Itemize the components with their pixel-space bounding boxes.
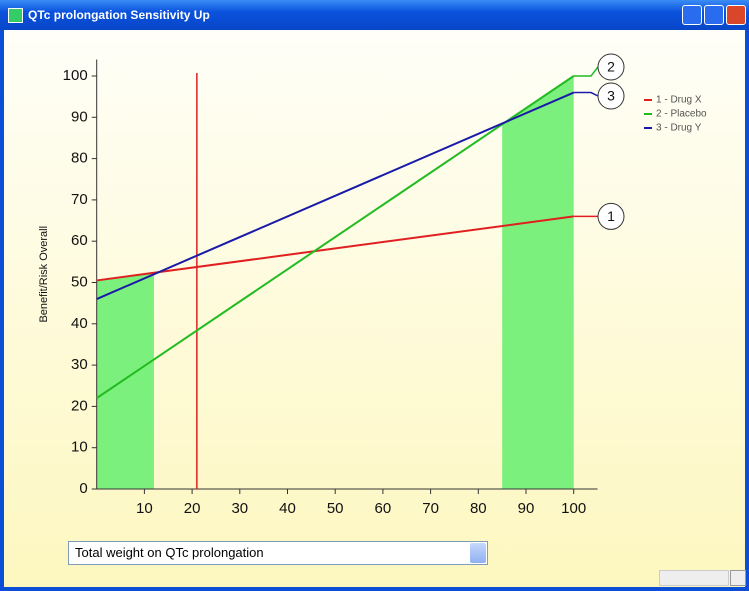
x-tick-label: 20 bbox=[184, 500, 201, 517]
dropdown-text: Total weight on QTc prolongation bbox=[75, 545, 264, 560]
y-tick-label: 70 bbox=[71, 191, 88, 208]
x-tick-label: 90 bbox=[518, 500, 535, 517]
x-tick-label: 100 bbox=[561, 500, 586, 517]
highlight-region bbox=[96, 272, 154, 489]
x-tick-label: 50 bbox=[327, 500, 344, 517]
y-tick-label: 10 bbox=[71, 439, 88, 456]
y-tick-label: 0 bbox=[79, 480, 87, 497]
y-tick-label: 20 bbox=[71, 397, 88, 414]
label-leader bbox=[573, 91, 599, 97]
maximize-button[interactable] bbox=[704, 5, 724, 25]
y-tick-label: 40 bbox=[71, 315, 88, 332]
y-tick-label: 90 bbox=[71, 108, 88, 125]
legend-label: 2 - Placebo bbox=[656, 109, 707, 120]
x-tick-label: 60 bbox=[375, 500, 392, 517]
x-tick-label: 30 bbox=[231, 500, 248, 517]
end-label-circle bbox=[597, 202, 625, 230]
label-leader bbox=[573, 66, 599, 77]
end-label-circle bbox=[597, 53, 625, 81]
dropdown[interactable]: Total weight on QTc prolongation bbox=[68, 541, 488, 565]
x-tick-label: 10 bbox=[136, 500, 153, 517]
button[interactable] bbox=[659, 570, 729, 586]
legend-label: 1 - Drug X bbox=[656, 95, 702, 106]
window-title: QTc prolongation Sensitivity Up bbox=[28, 8, 210, 22]
y-tick-label: 30 bbox=[71, 356, 88, 373]
end-label-circle bbox=[597, 82, 625, 110]
button[interactable] bbox=[730, 570, 746, 586]
app-icon bbox=[8, 8, 23, 23]
title-bar: QTc prolongation Sensitivity Up bbox=[0, 0, 749, 30]
x-tick-label: 80 bbox=[470, 500, 487, 517]
dropdown-arrow[interactable] bbox=[470, 543, 486, 563]
x-tick-label: 70 bbox=[422, 500, 439, 517]
minimize-button[interactable] bbox=[682, 5, 702, 25]
end-label: 1 bbox=[607, 208, 615, 224]
y-tick-label: 100 bbox=[63, 67, 88, 84]
close-button[interactable] bbox=[726, 5, 746, 25]
series-line bbox=[96, 75, 575, 399]
series-line bbox=[96, 91, 575, 300]
series-line bbox=[96, 215, 574, 282]
x-tick-label: 40 bbox=[279, 500, 296, 517]
chart: 0 10 20 30 40 50 60 70 80 90 100 10 20 30 40 50 60 70 80 90… bbox=[38, 53, 707, 517]
y-tick-label: 50 bbox=[71, 273, 88, 290]
legend-label: 3 - Drug Y bbox=[656, 123, 702, 134]
end-label: 3 bbox=[607, 88, 615, 104]
highlight-region bbox=[502, 76, 574, 489]
y-axis-label: Benefit/Risk Overall bbox=[38, 226, 50, 323]
y-tick-label: 60 bbox=[71, 232, 88, 249]
y-tick-label: 80 bbox=[71, 150, 88, 167]
end-label: 2 bbox=[607, 59, 615, 75]
